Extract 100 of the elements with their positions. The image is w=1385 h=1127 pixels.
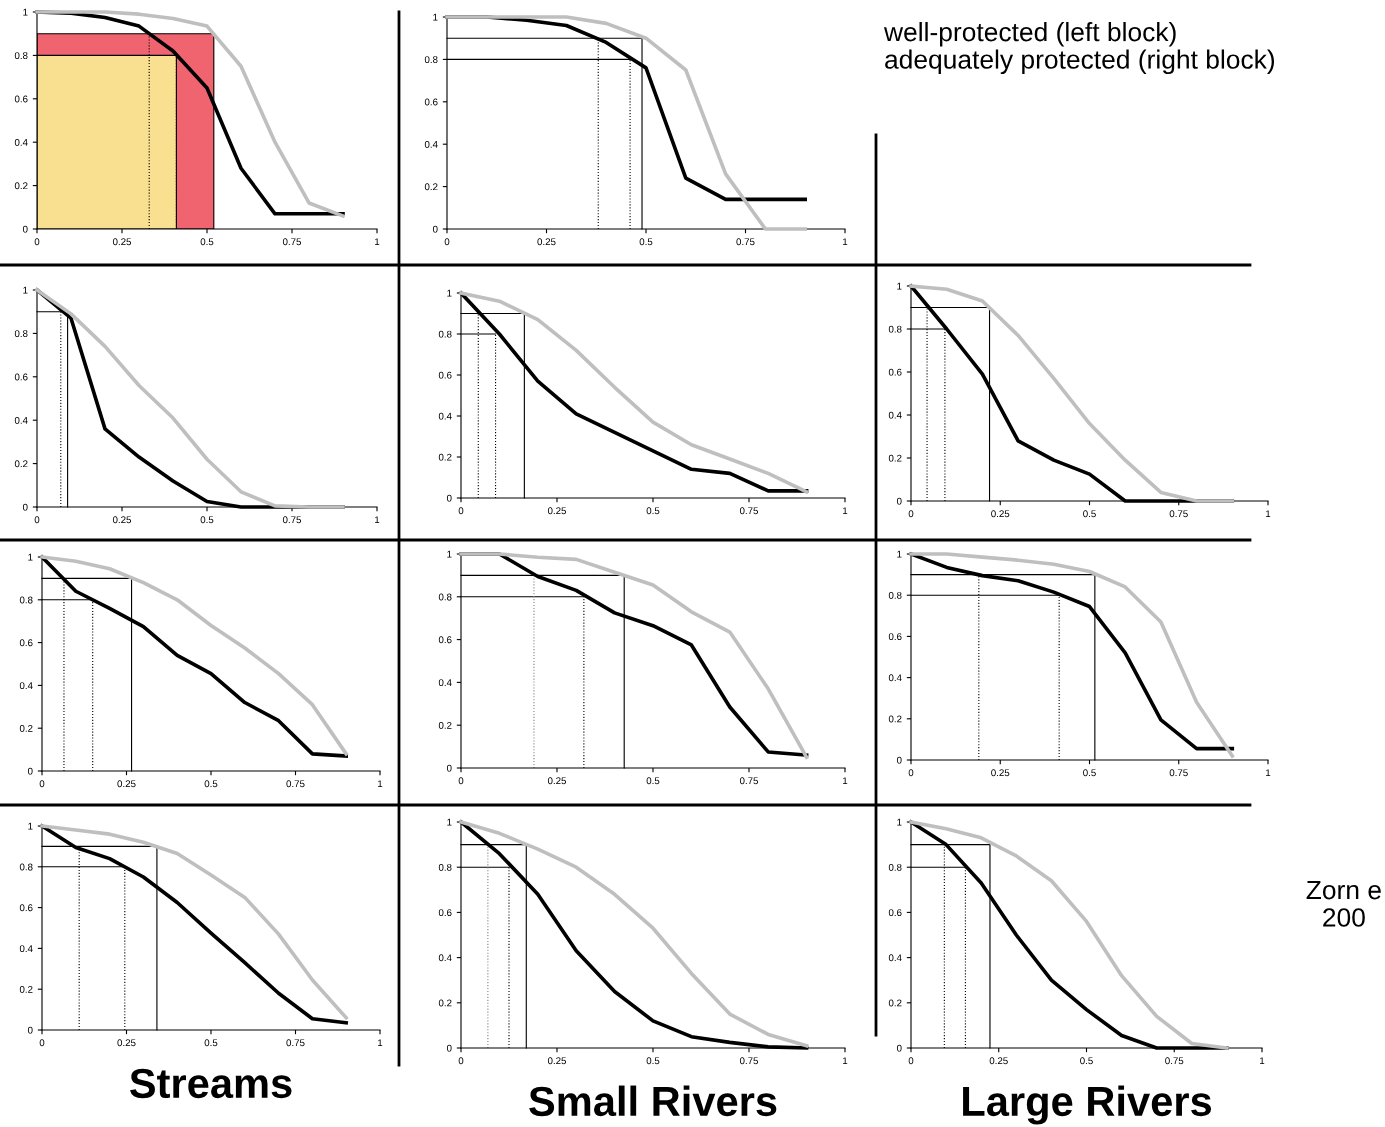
x-tick-label: 0.75 [1165,1057,1184,1065]
y-tick-label: 0.2 [424,183,438,191]
y-tick-label: 0.4 [438,412,452,420]
y-tick-label: 0.8 [424,56,438,64]
x-tick-label: 1 [843,777,848,785]
y-tick-label: 0.4 [14,416,28,424]
y-tick-label: 1 [447,550,452,558]
x-tick-label: 1 [843,238,848,246]
x-tick-label: 1 [1266,769,1271,777]
y-tick-label: 1 [897,282,902,290]
y-tick-label: 0.6 [438,636,452,644]
x-tick-label: 0 [908,1057,914,1065]
y-tick-label: 1 [433,13,438,21]
x-axis-title: Small Rivers [529,1085,777,1117]
y-tick-label: 0.2 [19,985,33,993]
y-tick-label: 0.2 [438,453,452,461]
x-tick-label: 0.5 [646,777,660,785]
x-tick-label: 0.75 [286,1039,305,1047]
y-tick-label: 0.6 [438,909,452,917]
y-tick-label: 0 [896,756,902,764]
x-tick-label: 0.5 [200,516,214,524]
y-tick-label: 0.6 [14,373,28,381]
y-tick-label: 0.2 [14,182,28,190]
x-tick-label: 0.5 [1083,769,1096,777]
x-tick-label: 1 [1260,1057,1265,1065]
y-tick-label: 0.2 [19,724,33,732]
y-tick-label: 0.8 [438,330,452,338]
y-tick-label: 0.6 [888,909,902,917]
y-tick-label: 0.2 [14,460,28,468]
x-tick-label: 1 [375,238,380,246]
y-tick-label: 0.4 [888,674,902,682]
x-tick-label: 0.25 [991,769,1010,777]
y-tick-label: 0.4 [424,140,438,148]
x-tick-label: 0 [39,1039,45,1047]
x-tick-label: 0.5 [639,238,653,246]
x-tick-label: 0 [908,510,914,518]
y-tick-label: 1 [28,822,33,830]
y-tick-label: 1 [897,818,902,826]
y-tick-label: 0.6 [888,633,902,641]
x-tick-label: 0.75 [1169,510,1188,518]
x-tick-label: 0.25 [547,777,567,785]
x-tick-label: 0.25 [112,238,132,246]
x-tick-label: 0.5 [1080,1057,1093,1065]
x-tick-label: 0.25 [547,1057,567,1065]
x-tick-label: 0.5 [1083,510,1096,518]
y-tick-label: 0.2 [888,999,902,1007]
y-tick-label: 0 [446,764,452,772]
y-tick-label: 0.4 [14,138,28,146]
y-tick-label: 0.8 [888,591,902,599]
y-tick-label: 0.4 [888,954,902,962]
x-tick-label: 1 [1266,510,1271,518]
y-tick-label: 1 [447,818,452,826]
x-axis-title: Streams [129,1068,292,1099]
y-tick-label: 0 [446,1044,452,1052]
y-tick-label: 1 [897,550,902,558]
x-tick-label: 0.75 [282,516,302,524]
x-tick-label: 0.75 [736,238,755,246]
y-tick-label: 0 [446,494,452,502]
x-tick-label: 0.75 [739,1057,759,1065]
x-tick-label: 0.75 [286,780,305,788]
y-tick-label: 0 [896,497,902,505]
text: Zorn e 200 [1306,880,1381,927]
x-tick-label: 0.75 [282,238,302,246]
y-tick-label: 0.6 [424,98,438,106]
x-tick-label: 0.25 [117,780,136,788]
x-tick-label: 0.25 [989,1057,1008,1065]
y-tick-label: 0 [22,225,28,233]
y-tick-label: 0.8 [19,863,33,871]
x-tick-label: 1 [378,780,383,788]
y-tick-label: 0.8 [438,863,452,871]
y-tick-label: 0 [432,225,438,233]
y-tick-label: 0.8 [888,325,902,333]
y-tick-label: 0.2 [888,454,902,462]
y-tick-label: 0.4 [438,679,452,687]
x-tick-label: 0.5 [200,238,214,246]
y-tick-label: 0.2 [438,999,452,1007]
x-tick-label: 0.75 [1169,769,1188,777]
y-tick-label: 1 [23,8,28,16]
y-tick-label: 0 [27,1026,33,1034]
y-tick-label: 0.8 [19,596,33,604]
x-tick-label: 0.75 [739,777,759,785]
y-tick-label: 0.6 [888,368,902,376]
y-tick-label: 0.6 [438,371,452,379]
y-tick-label: 0.6 [19,639,33,647]
x-tick-label: 0 [34,238,40,246]
y-tick-label: 0.4 [19,682,33,690]
y-tick-label: 0.2 [888,715,902,723]
y-tick-label: 0.8 [438,593,452,601]
x-tick-label: 1 [375,516,380,524]
y-tick-label: 0.8 [888,863,902,871]
x-tick-label: 0.5 [646,1057,660,1065]
y-tick-label: 0.8 [14,52,28,60]
x-tick-label: 0.5 [204,1039,218,1047]
x-tick-label: 0.5 [646,507,660,515]
x-tick-label: 0.25 [991,510,1010,518]
x-tick-label: 1 [843,1057,848,1065]
y-tick-label: 0.4 [438,954,452,962]
y-tick-label: 0.2 [438,721,452,729]
y-tick-label: 0.4 [888,411,902,419]
x-tick-label: 0 [908,769,914,777]
